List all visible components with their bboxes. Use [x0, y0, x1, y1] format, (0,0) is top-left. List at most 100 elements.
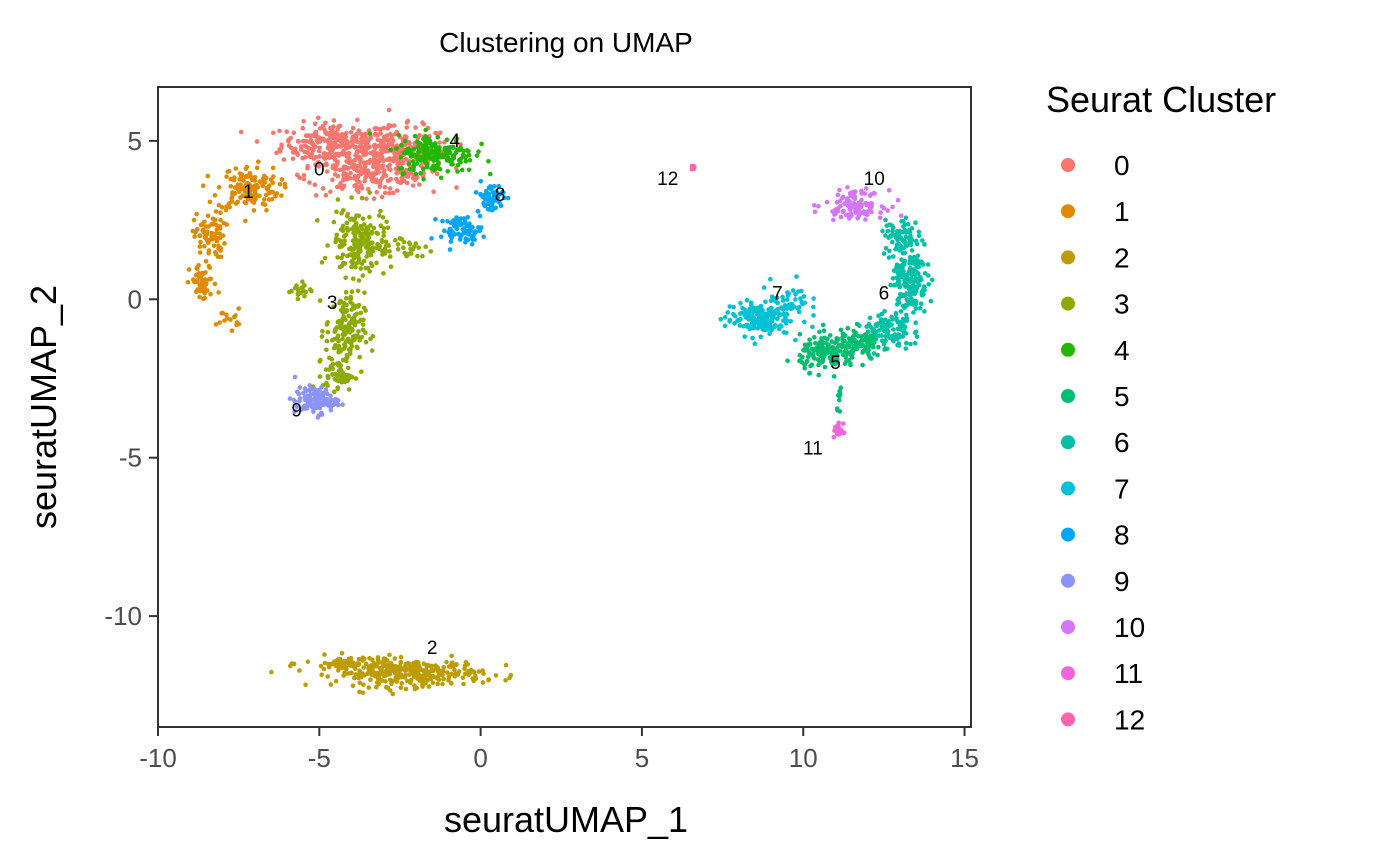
cell-point [375, 670, 380, 676]
y-tick-label: -10 [104, 601, 142, 631]
cell-point [299, 285, 304, 291]
cell-point [337, 123, 343, 129]
cell-point [260, 183, 266, 189]
cell-point [337, 167, 343, 173]
cell-point [302, 403, 308, 409]
cell-point [843, 345, 848, 350]
cell-point [851, 328, 857, 334]
cluster-label-1: 1 [243, 182, 254, 203]
cell-point [458, 145, 464, 150]
cell-point [337, 320, 343, 326]
cell-point [252, 189, 258, 194]
cell-point [446, 148, 451, 154]
cell-point [480, 680, 486, 685]
cluster-label-5: 5 [830, 353, 841, 374]
cell-point [362, 140, 368, 145]
cell-point [324, 338, 330, 344]
cell-point [912, 330, 918, 336]
cell-point [473, 190, 479, 195]
cell-point [378, 223, 384, 228]
cell-point [435, 681, 441, 687]
cell-point [775, 306, 781, 312]
cell-point [299, 407, 304, 413]
cell-point [371, 149, 377, 154]
cell-point [337, 264, 343, 270]
cell-point [317, 135, 322, 140]
cell-point [399, 666, 405, 672]
legend-label: 8 [1114, 520, 1130, 551]
cell-point [356, 257, 362, 263]
cell-point [316, 159, 321, 165]
cell-point [387, 190, 392, 196]
cell-point [296, 391, 301, 397]
cell-point [374, 260, 379, 266]
cell-point [375, 660, 381, 666]
cell-point [834, 336, 839, 341]
cell-point [311, 409, 316, 414]
cell-point [916, 233, 922, 239]
cell-point [868, 324, 874, 330]
cell-point [914, 334, 920, 339]
cell-point [316, 115, 321, 121]
cell-point [352, 322, 358, 328]
cell-point [807, 352, 812, 357]
x-tick-label: -10 [139, 743, 177, 773]
cell-point [891, 254, 896, 259]
cell-point [429, 663, 435, 669]
cluster-label-11: 11 [803, 439, 823, 460]
cell-point [367, 157, 373, 163]
cluster-label-6: 6 [879, 283, 890, 304]
cell-point [271, 130, 276, 136]
cell-point [883, 338, 888, 343]
legend-item-11: 11 [1061, 658, 1143, 689]
cell-point [336, 378, 342, 384]
legend-label: 6 [1114, 427, 1130, 458]
cell-point [197, 244, 203, 249]
cell-point [357, 354, 363, 360]
cell-point [798, 296, 803, 301]
cell-point [317, 145, 322, 151]
cell-point [346, 155, 352, 161]
cell-point [425, 662, 431, 668]
cell-point [390, 678, 396, 684]
cell-point [776, 310, 781, 315]
cell-point [455, 169, 460, 174]
cell-point [320, 394, 326, 400]
cell-point [867, 315, 873, 321]
cell-point [822, 335, 827, 341]
cell-point [417, 133, 422, 138]
cell-point [403, 142, 408, 147]
cell-point [785, 358, 790, 364]
cell-point [300, 125, 306, 131]
cell-point [904, 312, 909, 318]
cell-point [426, 151, 432, 157]
cell-point [238, 182, 243, 187]
cell-point [392, 656, 398, 661]
cell-point [476, 149, 481, 154]
cell-point [876, 344, 881, 350]
cell-point [442, 145, 448, 151]
cell-point [380, 660, 386, 665]
cell-point [243, 174, 249, 180]
cell-point [360, 690, 366, 695]
cell-point [423, 681, 428, 686]
cell-point [850, 189, 855, 195]
cell-point [255, 159, 261, 164]
cell-point [815, 351, 821, 357]
cell-point [322, 255, 328, 261]
cell-point [799, 288, 804, 294]
cell-point [887, 222, 892, 227]
cell-point [344, 666, 349, 672]
x-axis: -10 -5 0 5 10 15 [139, 727, 979, 773]
cell-point [408, 251, 414, 256]
cell-point [784, 297, 790, 302]
cell-point [428, 249, 434, 254]
cell-point [493, 673, 499, 678]
cell-point [894, 302, 900, 307]
cell-point [358, 670, 363, 676]
x-tick-label: 15 [950, 743, 979, 773]
cell-point [848, 341, 853, 347]
cell-point [346, 313, 352, 319]
cell-point [423, 244, 429, 249]
cell-point [842, 338, 847, 344]
